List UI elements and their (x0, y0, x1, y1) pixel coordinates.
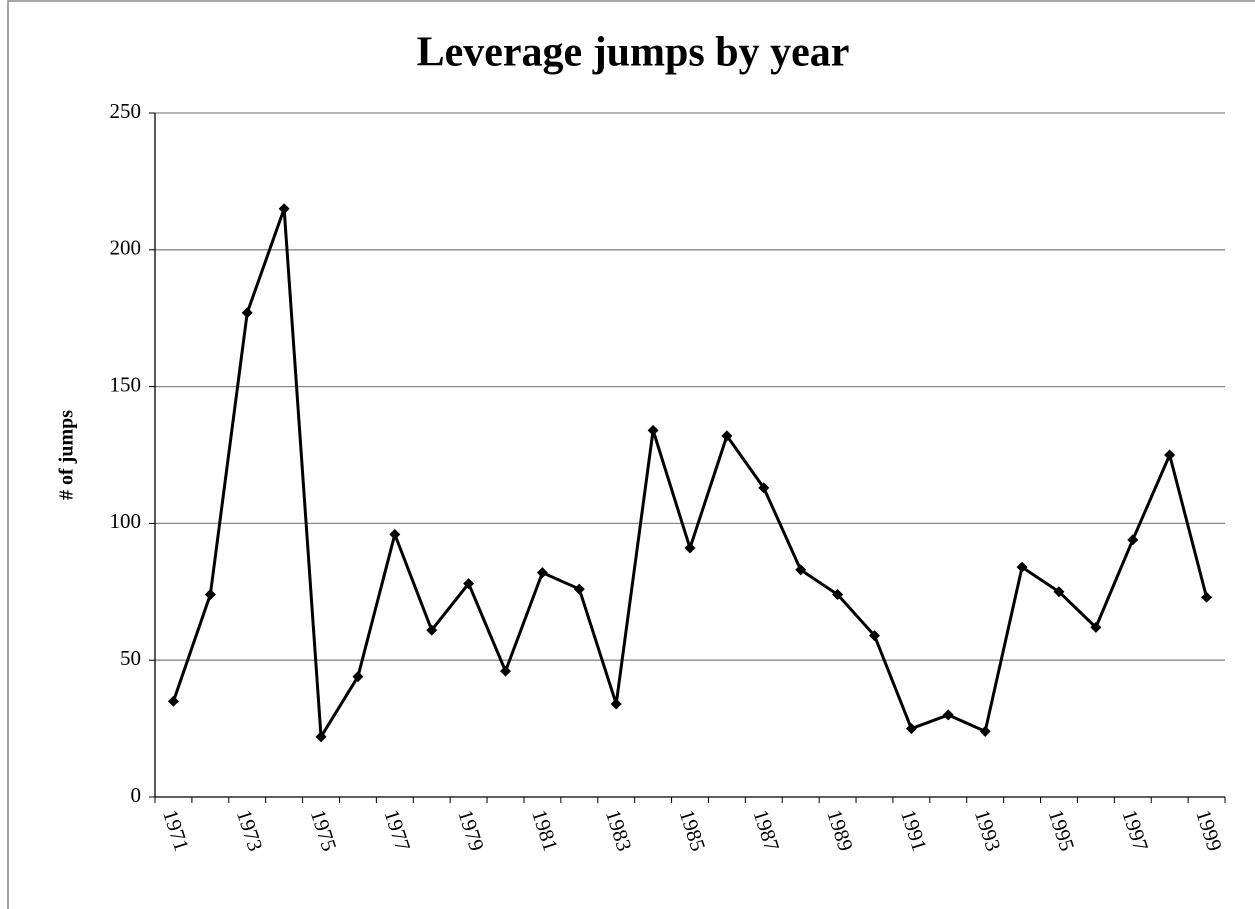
marker (832, 589, 844, 601)
x-tick-label: 1987 (748, 807, 784, 854)
y-tick-label: 200 (110, 236, 142, 260)
marker (1127, 534, 1139, 546)
marker (942, 709, 954, 721)
y-tick-label: 250 (110, 99, 142, 123)
x-tick-label: 1979 (453, 807, 489, 854)
marker (1053, 586, 1065, 598)
x-tick-label: 1999 (1191, 807, 1227, 854)
x-tick-label: 1971 (158, 807, 194, 854)
line (172, 208, 1209, 742)
x-tick-label: 1997 (1117, 807, 1153, 854)
marker (1016, 561, 1028, 573)
marker (721, 430, 733, 442)
y-axis-label: # of jumps (56, 410, 78, 500)
x-tick-label: 1995 (1044, 807, 1080, 854)
marker (979, 725, 991, 737)
marker (241, 307, 253, 319)
x-tick-label: 1977 (379, 807, 415, 854)
marker (389, 528, 401, 540)
marker (204, 589, 216, 601)
x-tick-label: 1989 (822, 807, 858, 854)
marker (278, 203, 290, 215)
y-tick-label: 150 (110, 372, 142, 396)
marker (573, 583, 585, 595)
marker (758, 482, 770, 494)
marker (684, 542, 696, 554)
marker (167, 695, 179, 707)
y-tick-label: 50 (120, 646, 141, 670)
x-tick-label: 1991 (896, 807, 932, 854)
marker (463, 578, 475, 590)
marker (352, 671, 364, 683)
y-tick-label: 100 (110, 509, 142, 533)
marker (610, 698, 622, 710)
x-tick-label: 1973 (232, 807, 268, 854)
x-tick-label: 1981 (527, 807, 563, 854)
chart-frame (7, 0, 1255, 909)
marker (647, 424, 659, 436)
marker (795, 564, 807, 576)
marker (1090, 621, 1102, 633)
y-tick-label: 0 (131, 783, 142, 807)
chart-title: Leverage jumps by year (417, 30, 850, 76)
marker (315, 731, 327, 743)
marker (536, 567, 548, 579)
x-tick-label: 1993 (970, 807, 1006, 854)
x-tick-label: 1983 (601, 807, 637, 854)
marker (426, 624, 438, 636)
x-tick-label: 1985 (675, 807, 711, 854)
marker (1164, 449, 1176, 461)
marker (1201, 591, 1213, 603)
marker (500, 665, 512, 677)
x-tick-label: 1975 (306, 807, 342, 854)
marker (905, 723, 917, 735)
marker (868, 630, 880, 642)
